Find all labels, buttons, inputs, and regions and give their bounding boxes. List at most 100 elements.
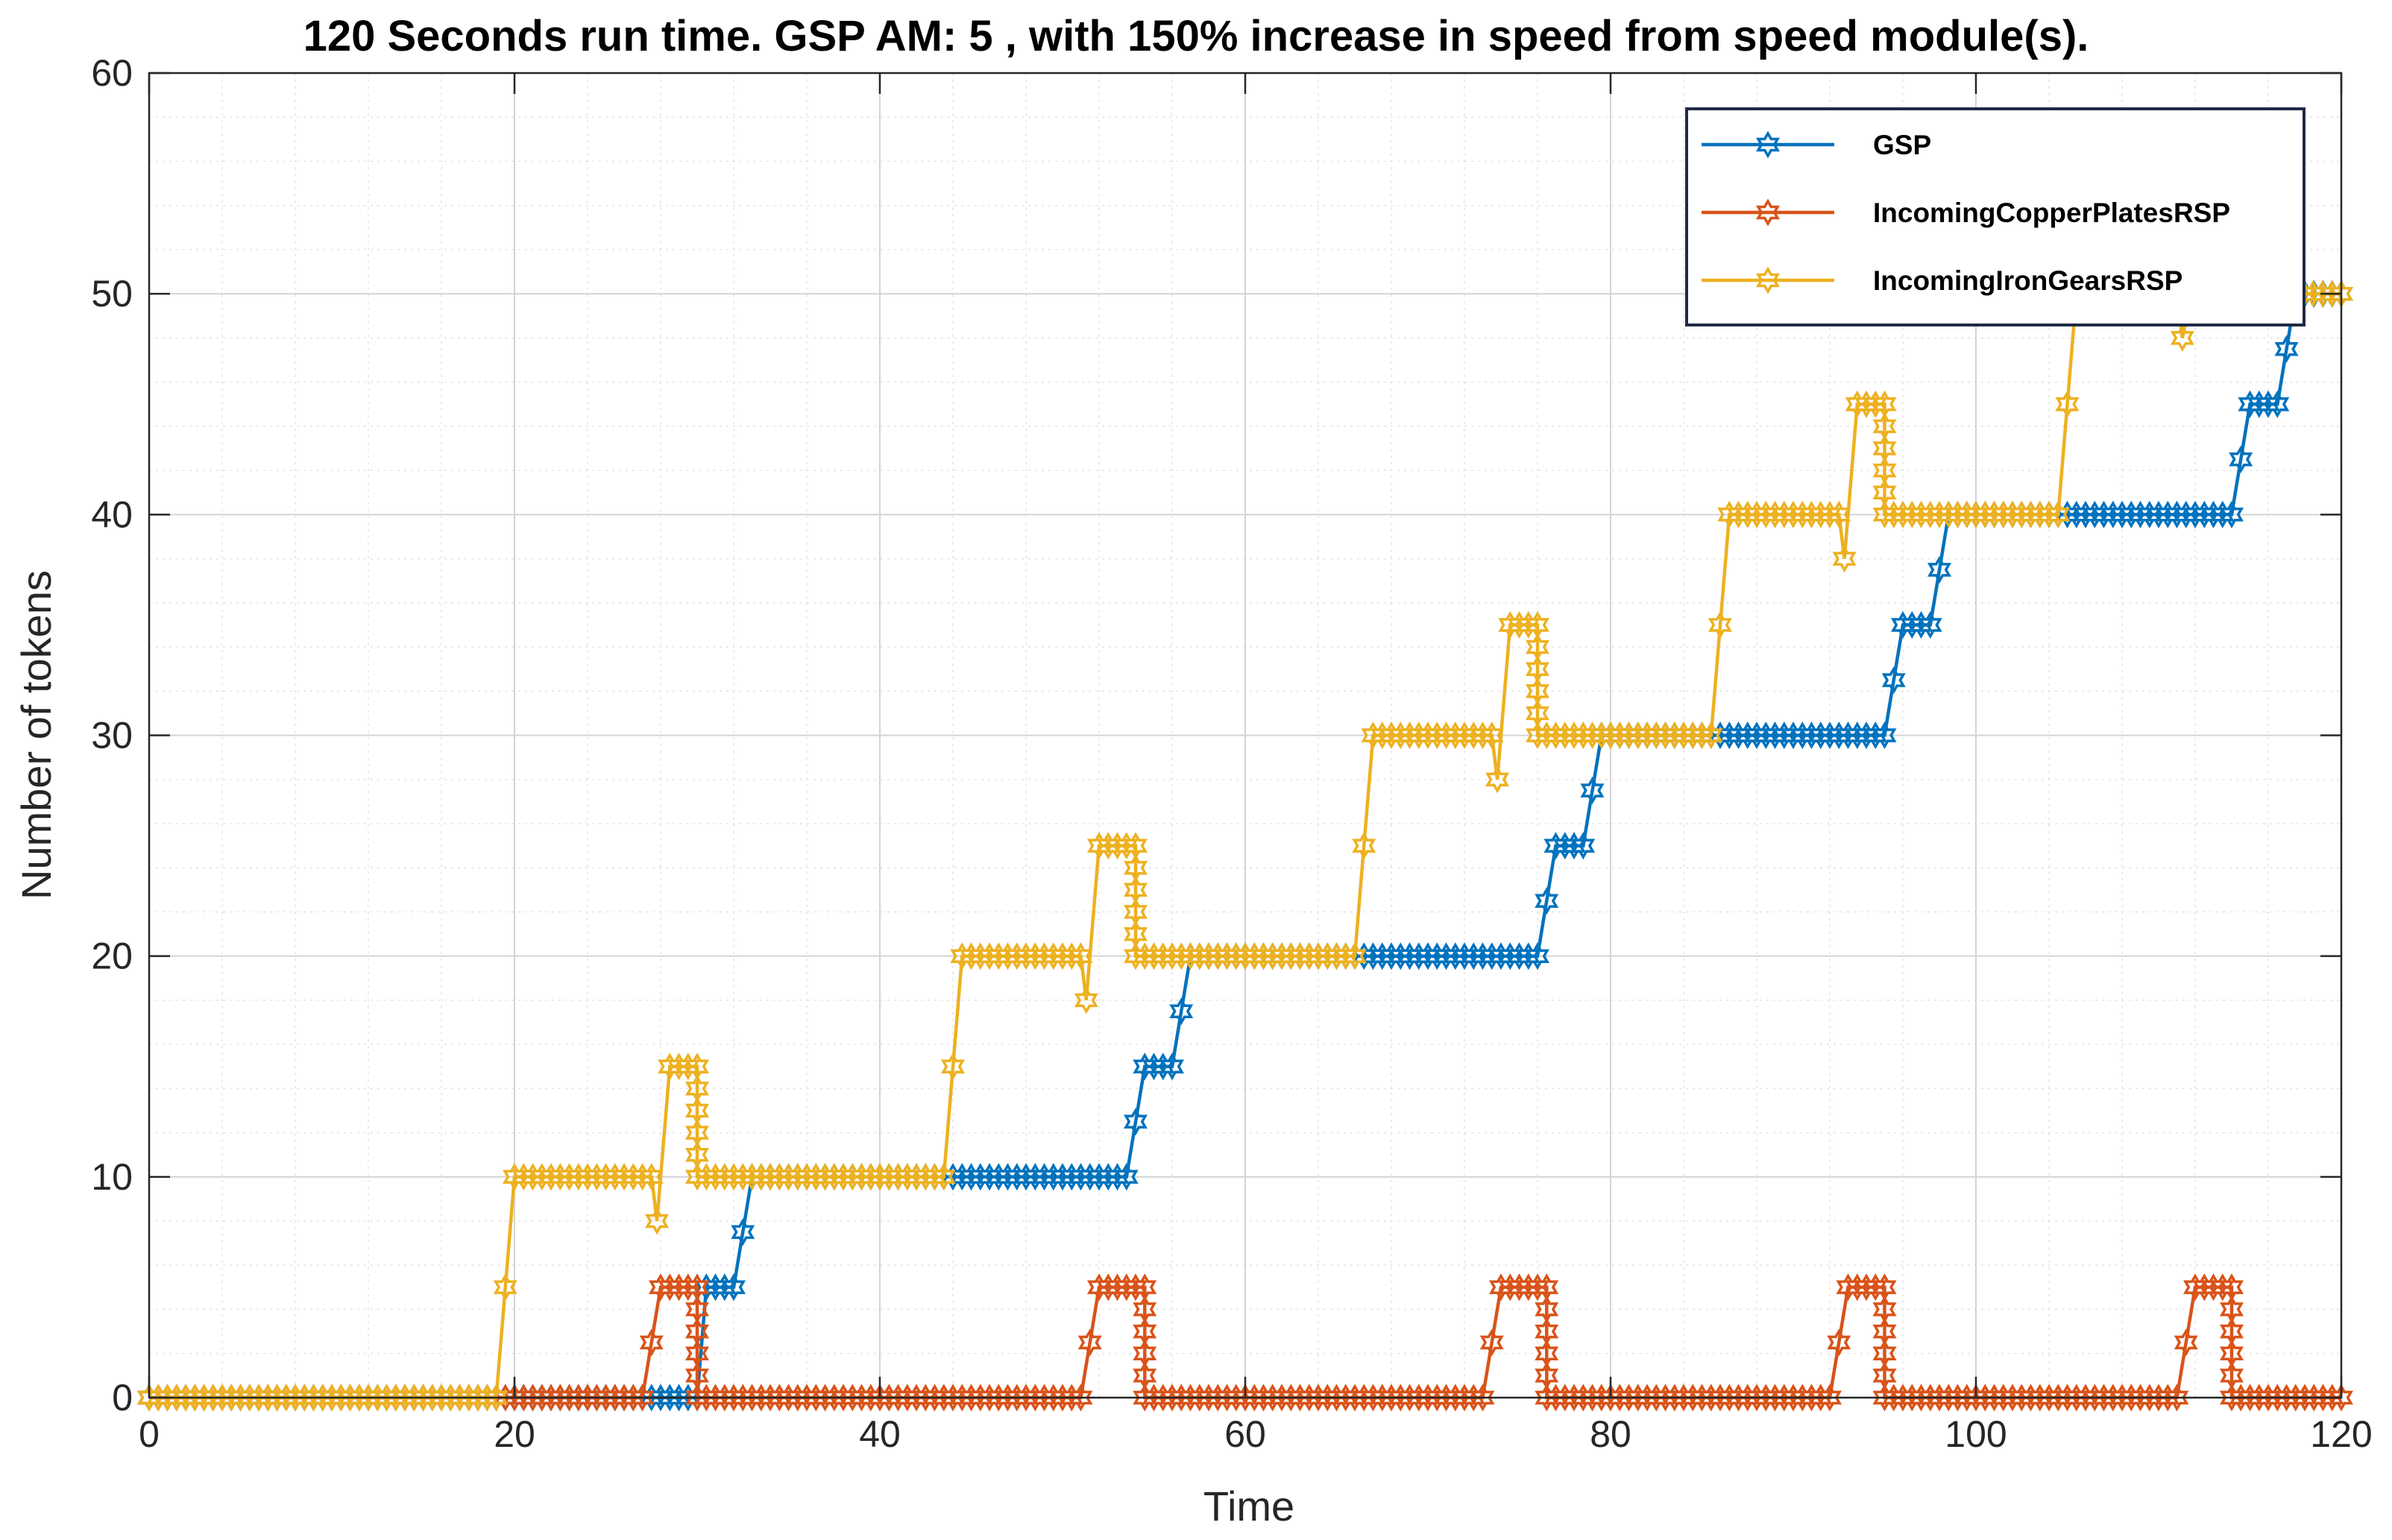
series-marker xyxy=(1535,887,1559,915)
series-marker xyxy=(1681,722,1705,749)
series-marker xyxy=(1535,1361,1559,1389)
series-marker xyxy=(2256,390,2281,418)
series-marker xyxy=(611,1383,637,1412)
legend-marker xyxy=(1755,198,1781,227)
series-marker xyxy=(1105,1163,1130,1191)
series-marker xyxy=(667,1273,691,1301)
series-marker xyxy=(1827,1328,1851,1357)
series-marker xyxy=(1105,832,1130,860)
series-marker xyxy=(493,1273,517,1301)
series-marker xyxy=(2201,1273,2226,1301)
legend-label: GSP xyxy=(1873,130,1931,160)
series-marker xyxy=(1832,545,1857,573)
series-marker xyxy=(1708,610,1733,639)
y-tick-label: 20 xyxy=(91,935,133,977)
series-marker xyxy=(630,1163,655,1191)
y-tick-label: 30 xyxy=(91,715,133,757)
series-marker xyxy=(1151,1053,1175,1081)
series-IncomingIronGearsRSP xyxy=(136,280,2354,1412)
series-marker xyxy=(639,1328,664,1357)
series-marker xyxy=(1854,721,1879,750)
x-tick-label: 0 xyxy=(139,1413,160,1455)
series-marker xyxy=(1096,1163,1121,1191)
y-tick-labels: 0 10 20 30 40 50 60 xyxy=(91,52,133,1418)
series-marker xyxy=(712,1273,737,1301)
y-tick-label: 50 xyxy=(91,273,133,315)
series-marker xyxy=(1074,986,1098,1014)
series-marker xyxy=(1525,1273,1550,1301)
series-marker xyxy=(1133,1361,1157,1389)
x-tick-label: 100 xyxy=(1945,1413,2007,1455)
series-marker xyxy=(475,1383,500,1412)
series-marker xyxy=(621,1163,646,1191)
series-marker xyxy=(684,1140,710,1169)
series-marker xyxy=(621,1383,646,1412)
chart-title: 120 Seconds run time. GSP AM: 5 , with 1… xyxy=(303,12,2089,60)
series-marker xyxy=(2174,1328,2198,1357)
series-marker xyxy=(1333,942,1358,971)
series-marker xyxy=(1808,500,1833,528)
series-marker xyxy=(465,1383,491,1412)
legend-entry: GSP xyxy=(1702,130,1931,160)
y-tick-label: 40 xyxy=(91,493,133,535)
series-marker xyxy=(1881,666,1906,694)
legend-label: IncomingIronGearsRSP xyxy=(1873,265,2182,296)
series-marker xyxy=(1142,1053,1166,1081)
legend-entries: GSP IncomingCopperPlatesRSP IncomingIronGe… xyxy=(1702,130,2230,296)
y-tick-label: 60 xyxy=(91,52,133,94)
legend-marker xyxy=(1755,130,1781,159)
ticks xyxy=(148,72,2343,1399)
series-marker xyxy=(1808,1383,1833,1412)
y-tick-label: 0 xyxy=(112,1377,133,1418)
series-marker xyxy=(2027,500,2052,528)
series-marker xyxy=(940,1053,966,1081)
x-tick-label: 20 xyxy=(494,1413,535,1455)
series-marker xyxy=(1909,610,1933,639)
series-marker xyxy=(1452,1383,1477,1412)
series-marker xyxy=(1507,610,1532,639)
series-marker xyxy=(1900,610,1924,639)
series-marker xyxy=(1077,1328,1102,1357)
series-marker xyxy=(1927,555,1952,584)
series-marker xyxy=(1324,942,1349,971)
series-marker xyxy=(684,1361,710,1389)
series-marker xyxy=(676,1053,700,1081)
x-tick-label: 80 xyxy=(1590,1413,1631,1455)
x-tick-label: 120 xyxy=(2310,1413,2372,1455)
series-marker xyxy=(2036,500,2062,528)
series-marker xyxy=(1552,832,1577,860)
legend-entry: IncomingIronGearsRSP xyxy=(1702,265,2182,296)
series-marker xyxy=(1123,920,1148,948)
series-marker xyxy=(1050,942,1075,971)
series-marker xyxy=(2229,445,2253,473)
series-marker xyxy=(2274,335,2299,363)
series-marker xyxy=(1817,500,1842,528)
series-marker xyxy=(1516,1273,1540,1301)
series-marker xyxy=(1525,699,1550,728)
series-marker xyxy=(2170,324,2194,352)
series-marker xyxy=(1690,721,1714,750)
series-layer xyxy=(136,280,2354,1412)
series-marker xyxy=(1863,390,1888,418)
series-marker xyxy=(1114,1273,1139,1301)
legend: GSP IncomingCopperPlatesRSP IncomingIronGe… xyxy=(1685,107,2306,326)
legend-label: IncomingCopperPlatesRSP xyxy=(1873,198,2230,228)
series-marker xyxy=(922,1163,947,1191)
series-marker xyxy=(1872,479,1897,507)
x-tick-label: 40 xyxy=(859,1413,901,1455)
x-tick-labels: 0 20 40 60 80 100 120 xyxy=(139,1413,2373,1455)
series-marker xyxy=(1060,942,1084,971)
series-marker xyxy=(2146,1383,2171,1412)
series-marker xyxy=(1854,390,1879,418)
series-marker xyxy=(2311,1383,2335,1412)
series-marker xyxy=(1060,1383,1084,1412)
series-marker xyxy=(1479,1328,1504,1357)
series-marker xyxy=(1799,1383,1824,1412)
series-marker xyxy=(913,1163,938,1191)
series-marker xyxy=(2210,1273,2235,1301)
series-marker xyxy=(2201,500,2226,528)
series-marker xyxy=(2310,280,2335,308)
series-marker xyxy=(1352,832,1376,860)
